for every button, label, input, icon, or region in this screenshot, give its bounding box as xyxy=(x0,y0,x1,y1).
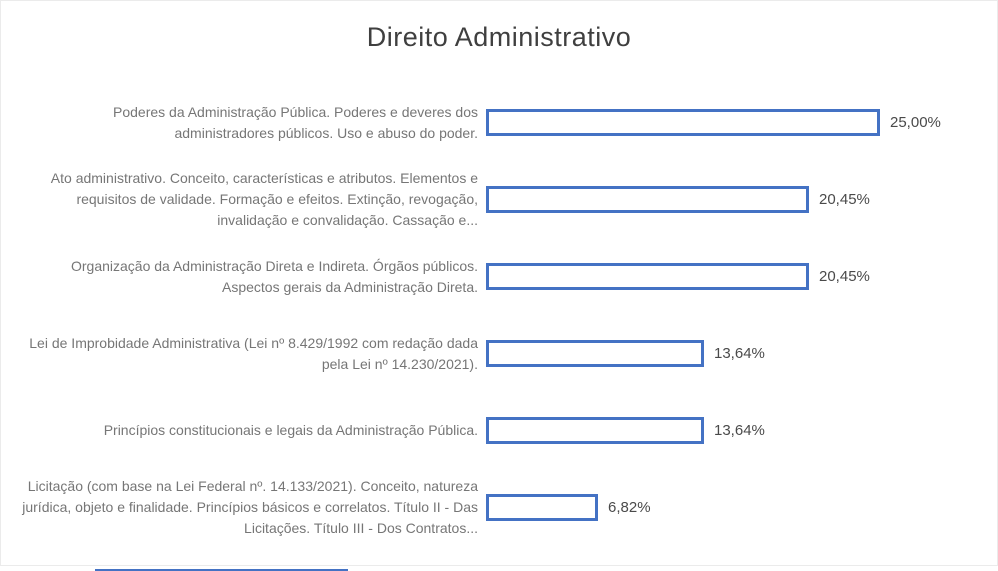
bar xyxy=(486,186,809,213)
chart-row: Princípios constitucionais e legais da A… xyxy=(0,392,998,469)
value-label: 13,64% xyxy=(714,422,765,439)
bar xyxy=(486,417,704,444)
category-label: Princípios constitucionais e legais da A… xyxy=(103,422,478,438)
category-label: Organização da Administração Direta e In… xyxy=(71,257,478,295)
chart-row: Licitação (com base na Lei Federal nº. 1… xyxy=(0,469,998,546)
value-label: 20,45% xyxy=(819,191,870,208)
chart-row: Lei de Improbidade Administrativa (Lei n… xyxy=(0,315,998,392)
category-label: Lei de Improbidade Administrativa (Lei n… xyxy=(29,334,478,372)
value-label: 13,64% xyxy=(714,345,765,362)
chart-title: Direito Administrativo xyxy=(366,22,632,52)
value-label: 6,82% xyxy=(608,499,651,516)
chart-row: Poderes da Administração Pública. Podere… xyxy=(0,84,998,161)
cropped-element-top-edge xyxy=(95,569,348,571)
chart-rows: Poderes da Administração Pública. Podere… xyxy=(0,84,998,546)
chart-row: Organização da Administração Direta e In… xyxy=(0,238,998,315)
value-label: 20,45% xyxy=(819,268,870,285)
category-label: Ato administrativo. Conceito, caracterís… xyxy=(50,170,478,228)
bar xyxy=(486,494,598,521)
category-label: Licitação (com base na Lei Federal nº. 1… xyxy=(22,478,478,536)
bar xyxy=(486,109,880,136)
value-label: 25,00% xyxy=(890,114,941,131)
chart-row: Ato administrativo. Conceito, caracterís… xyxy=(0,161,998,238)
category-label: Poderes da Administração Pública. Podere… xyxy=(113,103,478,141)
bar xyxy=(486,263,809,290)
bar xyxy=(486,340,704,367)
